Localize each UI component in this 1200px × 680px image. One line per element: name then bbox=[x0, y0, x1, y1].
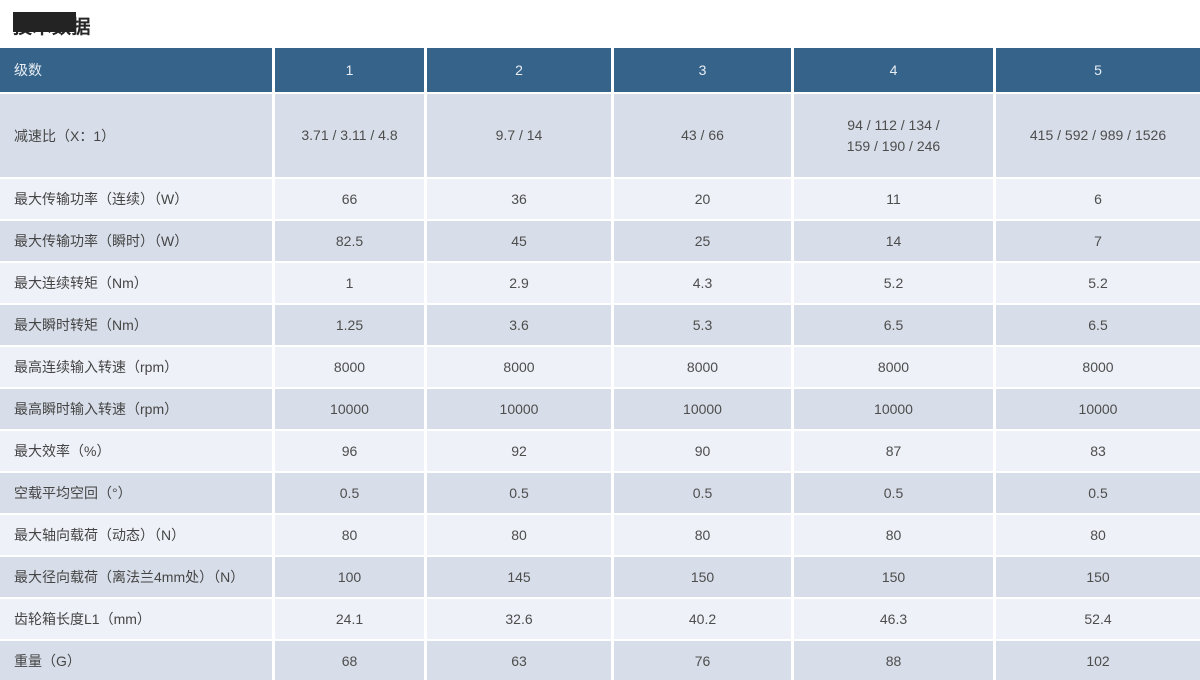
table-cell: 36 bbox=[427, 179, 611, 219]
table-cell: 80 bbox=[794, 515, 993, 555]
row-label: 减速比（X：1） bbox=[0, 94, 272, 177]
table-cell: 0.5 bbox=[275, 473, 424, 513]
table-cell: 80 bbox=[614, 515, 791, 555]
table-cell: 43 / 66 bbox=[614, 94, 791, 177]
table-cell: 10000 bbox=[794, 389, 993, 429]
table-cell: 40.2 bbox=[614, 599, 791, 639]
table-cell: 8000 bbox=[427, 347, 611, 387]
row-label: 最大轴向载荷（动态）（N） bbox=[0, 515, 272, 555]
table-cell: 102 bbox=[996, 641, 1200, 680]
row-label: 齿轮箱长度L1（mm） bbox=[0, 599, 272, 639]
table-cell: 45 bbox=[427, 221, 611, 261]
column-header-label: 级数 bbox=[0, 48, 272, 92]
row-label: 重量（G） bbox=[0, 641, 272, 680]
table-cell: 80 bbox=[427, 515, 611, 555]
table-cell: 68 bbox=[275, 641, 424, 680]
table-cell: 8000 bbox=[275, 347, 424, 387]
table-cell: 94 / 112 / 134 / 159 / 190 / 246 bbox=[794, 94, 993, 177]
table-cell: 150 bbox=[794, 557, 993, 597]
table-cell: 32.6 bbox=[427, 599, 611, 639]
table-cell: 415 / 592 / 989 / 1526 bbox=[996, 94, 1200, 177]
table-cell: 9.7 / 14 bbox=[427, 94, 611, 177]
row-label: 空载平均空回（°） bbox=[0, 473, 272, 513]
table-cell: 96 bbox=[275, 431, 424, 471]
column-header-stage-2: 2 bbox=[427, 48, 611, 92]
table-cell: 8000 bbox=[794, 347, 993, 387]
row-label: 最大效率（%） bbox=[0, 431, 272, 471]
table-cell: 10000 bbox=[996, 389, 1200, 429]
row-label: 最大传输功率（瞬时）（W） bbox=[0, 221, 272, 261]
table-cell: 0.5 bbox=[794, 473, 993, 513]
table-cell: 0.5 bbox=[614, 473, 791, 513]
column-header-stage-1: 1 bbox=[275, 48, 424, 92]
table-cell: 5.3 bbox=[614, 305, 791, 345]
table-cell: 6 bbox=[996, 179, 1200, 219]
table-cell: 63 bbox=[427, 641, 611, 680]
row-label: 最高瞬时输入转速（rpm） bbox=[0, 389, 272, 429]
table-cell: 83 bbox=[996, 431, 1200, 471]
column-header-stage-4: 4 bbox=[794, 48, 993, 92]
table-cell: 8000 bbox=[614, 347, 791, 387]
table-cell: 3.6 bbox=[427, 305, 611, 345]
table-cell: 10000 bbox=[614, 389, 791, 429]
table-cell: 10000 bbox=[275, 389, 424, 429]
row-label: 最大瞬时转矩（Nm） bbox=[0, 305, 272, 345]
table-cell: 82.5 bbox=[275, 221, 424, 261]
table-cell: 6.5 bbox=[996, 305, 1200, 345]
table-cell: 6.5 bbox=[794, 305, 993, 345]
column-header-stage-3: 3 bbox=[614, 48, 791, 92]
table-cell: 87 bbox=[794, 431, 993, 471]
table-cell: 5.2 bbox=[996, 263, 1200, 303]
table-cell: 150 bbox=[614, 557, 791, 597]
table-cell: 20 bbox=[614, 179, 791, 219]
row-label: 最高连续输入转速（rpm） bbox=[0, 347, 272, 387]
table-cell: 145 bbox=[427, 557, 611, 597]
spec-table: 级数 1 2 3 4 5 减速比（X：1） 3.71 / 3.11 / 4.8 9.7 / 14… bbox=[0, 48, 1200, 680]
table-cell: 80 bbox=[996, 515, 1200, 555]
table-cell: 25 bbox=[614, 221, 791, 261]
table-cell: 8000 bbox=[996, 347, 1200, 387]
row-label: 最大传输功率（连续）（W） bbox=[0, 179, 272, 219]
table-cell: 24.1 bbox=[275, 599, 424, 639]
table-cell: 52.4 bbox=[996, 599, 1200, 639]
table-cell: 1.25 bbox=[275, 305, 424, 345]
title-bar: 技术数据 bbox=[0, 0, 1200, 48]
table-cell: 80 bbox=[275, 515, 424, 555]
table-cell: 100 bbox=[275, 557, 424, 597]
table-cell: 7 bbox=[996, 221, 1200, 261]
column-header-stage-5: 5 bbox=[996, 48, 1200, 92]
table-cell: 150 bbox=[996, 557, 1200, 597]
table-cell: 11 bbox=[794, 179, 993, 219]
table-cell: 5.2 bbox=[794, 263, 993, 303]
table-cell: 2.9 bbox=[427, 263, 611, 303]
table-cell: 76 bbox=[614, 641, 791, 680]
row-label: 最大径向载荷（离法兰4mm处）（N） bbox=[0, 557, 272, 597]
table-cell: 90 bbox=[614, 431, 791, 471]
table-cell: 66 bbox=[275, 179, 424, 219]
table-cell: 92 bbox=[427, 431, 611, 471]
table-cell: 3.71 / 3.11 / 4.8 bbox=[275, 94, 424, 177]
redaction-box bbox=[13, 12, 76, 32]
table-cell: 0.5 bbox=[427, 473, 611, 513]
table-cell: 1 bbox=[275, 263, 424, 303]
table-cell: 10000 bbox=[427, 389, 611, 429]
table-cell: 46.3 bbox=[794, 599, 993, 639]
row-label: 最大连续转矩（Nm） bbox=[0, 263, 272, 303]
table-cell: 88 bbox=[794, 641, 993, 680]
table-cell: 0.5 bbox=[996, 473, 1200, 513]
table-cell: 14 bbox=[794, 221, 993, 261]
table-cell: 4.3 bbox=[614, 263, 791, 303]
